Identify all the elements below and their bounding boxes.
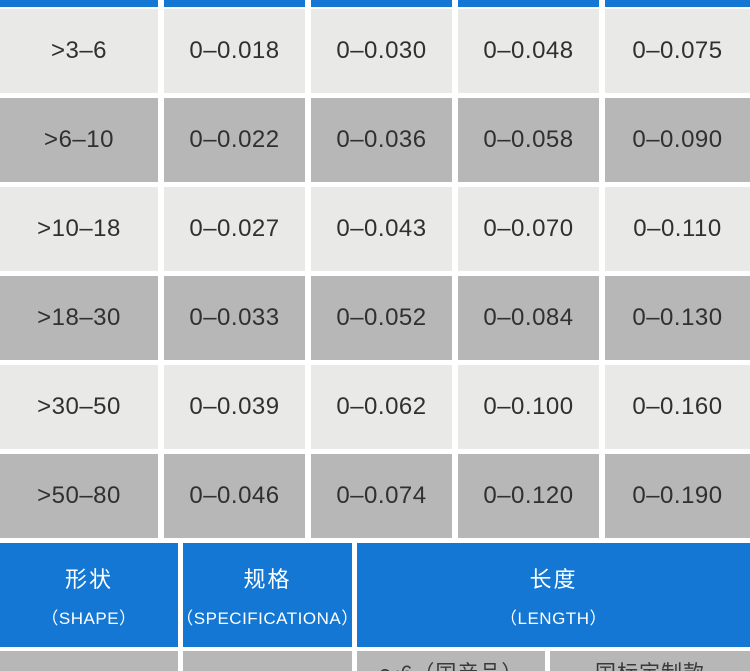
tolerance-cell: 0–0.052 — [311, 276, 452, 360]
tolerance-cell: 0–0.075 — [605, 9, 750, 93]
tolerance-cell: 0–0.046 — [164, 454, 305, 538]
range-cell: >6–10 — [0, 98, 158, 182]
tolerance-cell: 0–0.048 — [458, 9, 599, 93]
clipped-previous-row-edge — [0, 0, 750, 7]
bottom-cell — [183, 651, 352, 671]
tolerance-cell: 0–0.190 — [605, 454, 750, 538]
tolerance-table: >3–6 0–0.018 0–0.030 0–0.048 0–0.075 >6–… — [0, 9, 750, 538]
tolerance-cell: 0–0.062 — [311, 365, 452, 449]
tolerance-cell: 0–0.030 — [311, 9, 452, 93]
clipped-bottom-row: ～6（国产品） 国标定制款 — [0, 651, 750, 671]
tolerance-cell: 0–0.160 — [605, 365, 750, 449]
header-label-en: （SPECIFICATIONA） — [176, 608, 359, 628]
tolerance-cell: 0–0.074 — [311, 454, 452, 538]
header-label-en: （LENGTH） — [500, 608, 607, 628]
range-cell: >30–50 — [0, 365, 158, 449]
tolerance-cell: 0–0.039 — [164, 365, 305, 449]
header-cell-specification: 规格 （SPECIFICATIONA） — [176, 543, 358, 647]
blue-edge-segment — [164, 0, 305, 7]
header-cell-length: 长度 （LENGTH） — [357, 543, 750, 647]
header-label-zh: 长度 — [529, 566, 578, 592]
tolerance-cell: 0–0.033 — [164, 276, 305, 360]
table-row: >6–10 0–0.022 0–0.036 0–0.058 0–0.090 — [0, 98, 750, 182]
range-cell: >18–30 — [0, 276, 158, 360]
bottom-cell — [0, 651, 178, 671]
tolerance-cell: 0–0.043 — [311, 187, 452, 271]
table-row: >30–50 0–0.039 0–0.062 0–0.100 0–0.160 — [0, 365, 750, 449]
header-cell-shape: 形状 （SHAPE） — [0, 543, 178, 647]
tolerance-cell: 0–0.120 — [458, 454, 599, 538]
shape-spec-length-header: 形状 （SHAPE） 规格 （SPECIFICATIONA） 长度 （LENGT… — [0, 543, 750, 647]
table-row: >3–6 0–0.018 0–0.030 0–0.048 0–0.075 — [0, 9, 750, 93]
tolerance-cell: 0–0.070 — [458, 187, 599, 271]
tolerance-cell: 0–0.022 — [164, 98, 305, 182]
table-row: >10–18 0–0.027 0–0.043 0–0.070 0–0.110 — [0, 187, 750, 271]
header-label-en: （SHAPE） — [41, 608, 137, 628]
range-cell: >50–80 — [0, 454, 158, 538]
header-label-zh: 规格 — [243, 566, 292, 592]
tolerance-cell: 0–0.058 — [458, 98, 599, 182]
header-label-zh: 形状 — [64, 566, 113, 592]
tolerance-cell: 0–0.084 — [458, 276, 599, 360]
tolerance-cell: 0–0.018 — [164, 9, 305, 93]
bottom-cell: 国标定制款 — [550, 651, 750, 671]
table-row: >18–30 0–0.033 0–0.052 0–0.084 0–0.130 — [0, 276, 750, 360]
range-cell: >10–18 — [0, 187, 158, 271]
tolerance-cell: 0–0.036 — [311, 98, 452, 182]
tolerance-cell: 0–0.110 — [605, 187, 750, 271]
blue-edge-segment — [605, 0, 750, 7]
blue-edge-segment — [311, 0, 452, 7]
range-cell: >3–6 — [0, 9, 158, 93]
table-row: >50–80 0–0.046 0–0.074 0–0.120 0–0.190 — [0, 454, 750, 538]
tolerance-cell: 0–0.100 — [458, 365, 599, 449]
tolerance-cell: 0–0.130 — [605, 276, 750, 360]
tolerance-cell: 0–0.090 — [605, 98, 750, 182]
tolerance-cell: 0–0.027 — [164, 187, 305, 271]
bottom-cell: ～6（国产品） — [357, 651, 545, 671]
blue-edge-segment — [458, 0, 599, 7]
blue-edge-segment — [0, 0, 158, 7]
